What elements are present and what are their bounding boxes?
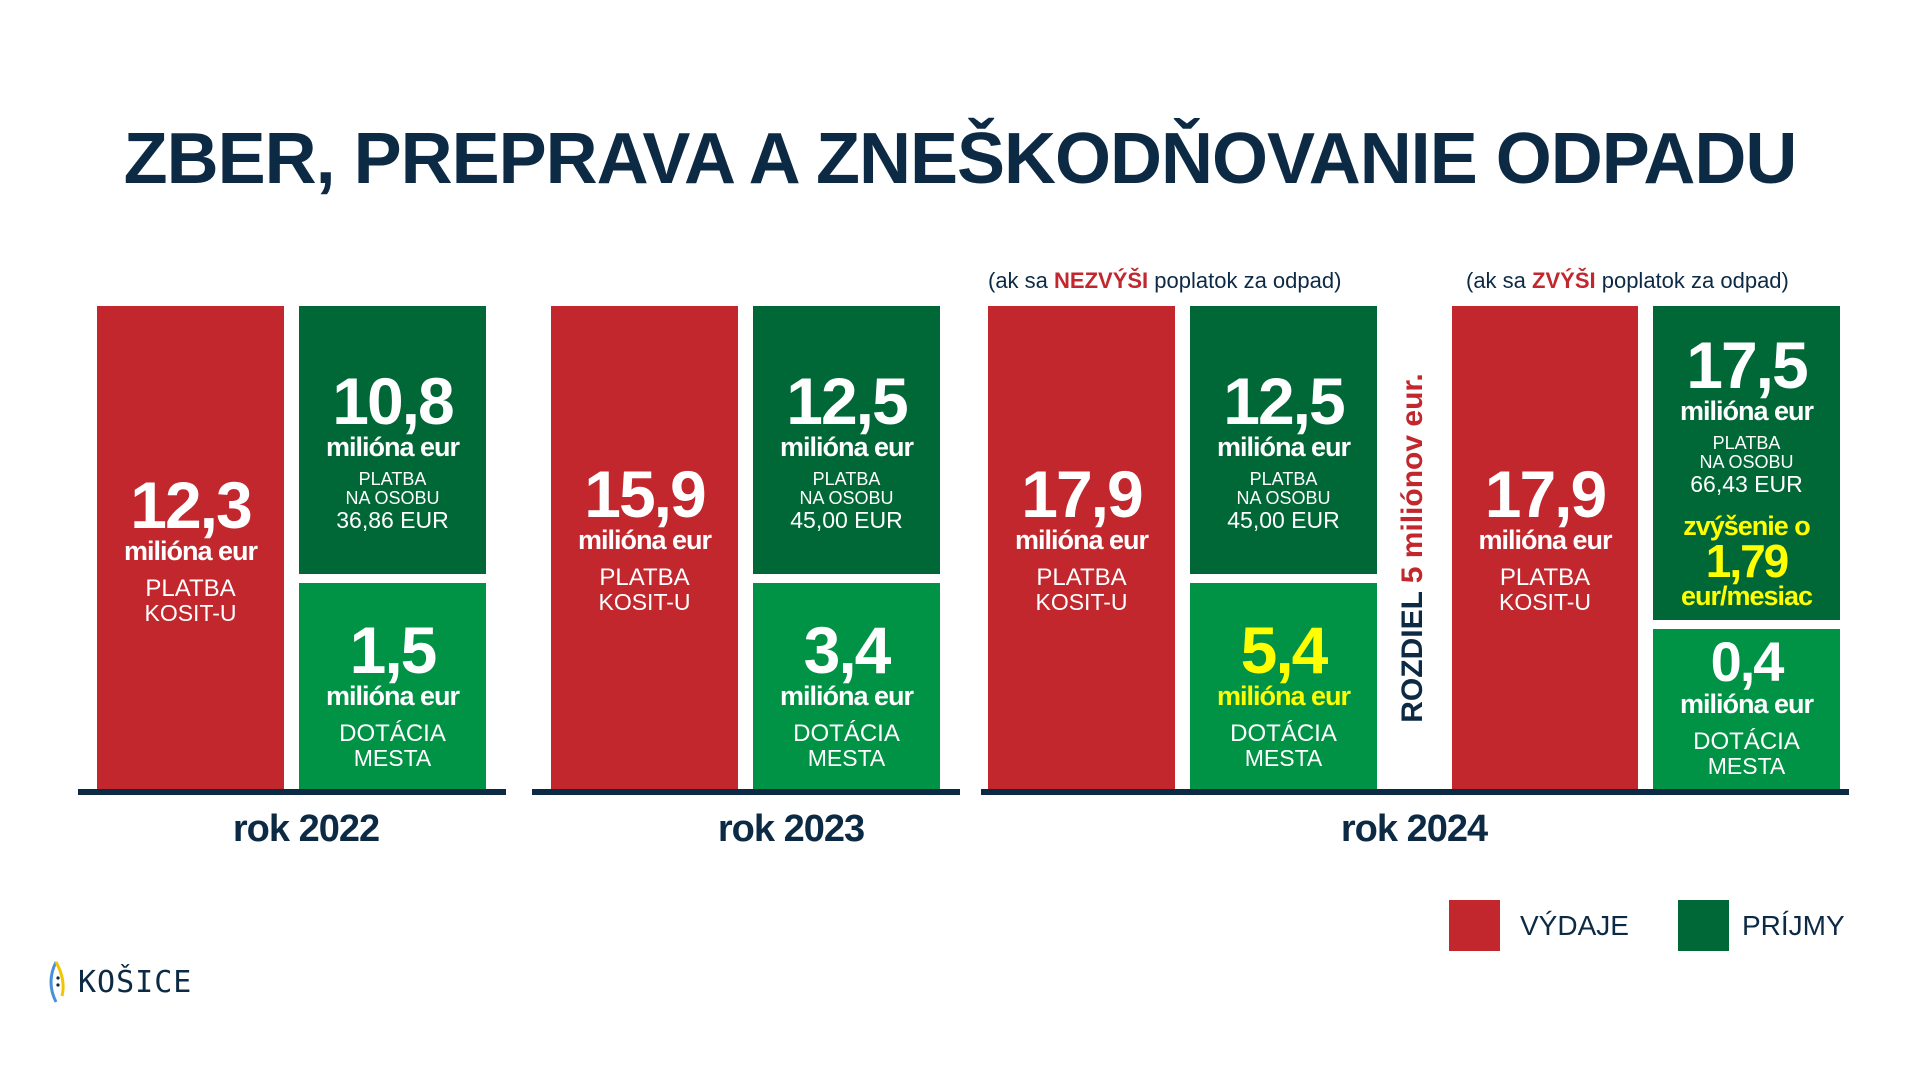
scenario-a-note: (ak sa NEZVÝŠI poplatok za odpad) bbox=[988, 268, 1341, 294]
subsidy-value: 0,4 bbox=[1710, 630, 1785, 693]
logo-text: KOŠICE bbox=[78, 964, 193, 1000]
scenario-b-note: (ak sa ZVÝŠI poplatok za odpad) bbox=[1466, 268, 1789, 294]
expense-value: 17,9 bbox=[1021, 457, 1143, 531]
kosice-logo-icon bbox=[49, 961, 65, 1003]
fee-block-2022: 10,8 milióna eur PLATBA NA OSOBU 36,86 EUR bbox=[299, 306, 486, 574]
label: KOSIT-U bbox=[598, 589, 691, 615]
unit-label: milióna eur bbox=[1216, 681, 1351, 711]
label: PLATBA bbox=[145, 575, 236, 602]
unit-label: milióna eur bbox=[1478, 525, 1612, 555]
subsidy-block-2024-a: 5,4 milióna eur DOTÁCIA MESTA bbox=[1190, 583, 1377, 789]
label: DOTÁCIA bbox=[339, 720, 446, 747]
unit-label: milióna eur bbox=[779, 681, 914, 711]
fee-block-2024-a: 12,5 milióna eur PLATBA NA OSOBU 45,00 EUR bbox=[1190, 306, 1377, 574]
unit-label: milióna eur bbox=[1679, 689, 1814, 719]
label: MESTA bbox=[353, 745, 432, 771]
label: PLATBA bbox=[812, 469, 881, 489]
label: KOSIT-U bbox=[144, 600, 237, 626]
label: MESTA bbox=[1707, 753, 1786, 779]
year-label-2024: rok 2024 bbox=[1340, 808, 1488, 850]
unit-label: milióna eur bbox=[1216, 432, 1351, 462]
increase-unit: eur/mesiac bbox=[1680, 581, 1813, 611]
label: MESTA bbox=[807, 745, 886, 771]
unit-label: milióna eur bbox=[779, 432, 914, 462]
legend-income-swatch bbox=[1678, 900, 1729, 951]
year-label-2022: rok 2022 bbox=[232, 808, 380, 850]
expense-block-2024-b: 17,9 milióna eur PLATBA KOSIT-U bbox=[1452, 306, 1638, 789]
difference-text: ROZDIEL bbox=[1396, 583, 1429, 723]
fee-block-2023: 12,5 milióna eur PLATBA NA OSOBU 45,00 EUR bbox=[753, 306, 940, 574]
fee-value: 10,8 bbox=[332, 364, 454, 438]
baseline-2024 bbox=[981, 789, 1849, 795]
unit-label: milióna eur bbox=[1679, 396, 1814, 426]
subsidy-value: 1,5 bbox=[349, 613, 438, 687]
baseline-2022 bbox=[78, 789, 506, 795]
per-person-fee: 45,00 EUR bbox=[1227, 507, 1340, 533]
increase-value: 1,79 bbox=[1705, 535, 1790, 587]
label: PLATBA bbox=[1249, 469, 1318, 489]
label: PLATBA bbox=[1499, 564, 1591, 591]
unit-label: milióna eur bbox=[1014, 525, 1149, 555]
fee-block-2024-b: 17,5 milióna eur PLATBA NA OSOBU 66,43 EUR z… bbox=[1653, 306, 1840, 620]
difference-number: 5 bbox=[1396, 566, 1429, 584]
note-text: (ak sa bbox=[1466, 268, 1533, 293]
page-title: ZBER, PREPRAVA A ZNEŠKODŇOVANIE ODPADU bbox=[123, 119, 1798, 199]
kosice-logo: KOŠICE bbox=[48, 960, 192, 1004]
expense-value: 17,9 bbox=[1484, 457, 1607, 531]
difference-text: miliónov eur. bbox=[1396, 373, 1429, 567]
label: KOSIT-U bbox=[1035, 589, 1128, 615]
label: KOSIT-U bbox=[1498, 589, 1591, 615]
expense-block-2023: 15,9 milióna eur PLATBA KOSIT-U bbox=[551, 306, 738, 789]
label: NA OSOBU bbox=[799, 488, 894, 508]
note-emphasis: ZVÝŠI bbox=[1532, 268, 1596, 293]
year-label-2023: rok 2023 bbox=[717, 808, 865, 850]
label: PLATBA bbox=[1036, 564, 1127, 591]
label: MESTA bbox=[1244, 745, 1323, 771]
note-text: poplatok za odpad) bbox=[1595, 268, 1789, 293]
subsidy-value: 3,4 bbox=[803, 613, 892, 687]
legend-income-label: PRÍJMY bbox=[1742, 910, 1845, 941]
subsidy-block-2022: 1,5 milióna eur DOTÁCIA MESTA bbox=[299, 583, 486, 789]
label: DOTÁCIA bbox=[793, 720, 900, 747]
label: NA OSOBU bbox=[1236, 488, 1331, 508]
per-person-fee: 45,00 EUR bbox=[790, 507, 903, 533]
note-text: (ak sa bbox=[988, 268, 1055, 293]
unit-label: milióna eur bbox=[325, 681, 460, 711]
unit-label: milióna eur bbox=[577, 525, 712, 555]
note-text: poplatok za odpad) bbox=[1148, 268, 1342, 293]
label: DOTÁCIA bbox=[1693, 728, 1800, 755]
unit-label: milióna eur bbox=[325, 432, 460, 462]
expense-value: 15,9 bbox=[584, 457, 706, 531]
difference-label: ROZDIEL 5 miliónov eur. bbox=[1396, 373, 1430, 723]
legend-expenses-label: VÝDAJE bbox=[1520, 910, 1629, 941]
label: DOTÁCIA bbox=[1230, 720, 1337, 747]
subsidy-block-2023: 3,4 milióna eur DOTÁCIA MESTA bbox=[753, 583, 940, 789]
expense-block-2022: 12,3 milióna eur PLATBA KOSIT-U bbox=[97, 306, 284, 789]
label: NA OSOBU bbox=[1699, 452, 1794, 472]
legend-expenses-swatch bbox=[1449, 900, 1500, 951]
note-emphasis: NEZVÝŠI bbox=[1054, 268, 1149, 293]
subsidy-value: 5,4 bbox=[1240, 613, 1329, 687]
per-person-fee: 66,43 EUR bbox=[1690, 471, 1803, 497]
fee-value: 12,5 bbox=[786, 364, 908, 438]
subsidy-block-2024-b: 0,4 milióna eur DOTÁCIA MESTA bbox=[1653, 629, 1840, 789]
per-person-fee: 36,86 EUR bbox=[336, 507, 449, 533]
label: PLATBA bbox=[599, 564, 690, 591]
baseline-2023 bbox=[532, 789, 960, 795]
expense-value: 12,3 bbox=[130, 468, 252, 542]
expense-block-2024-a: 17,9 milióna eur PLATBA KOSIT-U bbox=[988, 306, 1175, 789]
label: NA OSOBU bbox=[345, 488, 440, 508]
increase-label: zvýšenie o bbox=[1683, 511, 1811, 541]
label: PLATBA bbox=[358, 469, 427, 489]
fee-value: 12,5 bbox=[1223, 364, 1345, 438]
unit-label: milióna eur bbox=[123, 536, 258, 566]
fee-value: 17,5 bbox=[1686, 328, 1808, 402]
label: PLATBA bbox=[1712, 433, 1781, 453]
